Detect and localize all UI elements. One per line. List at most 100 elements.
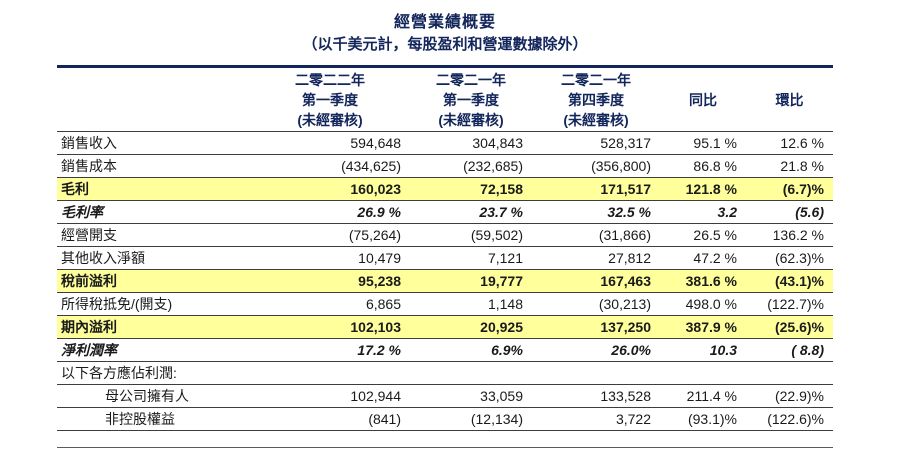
cell-value <box>250 361 410 385</box>
cell-value <box>660 361 746 385</box>
table-row: 期內溢利 102,103 20,925 137,250 387.9 % (25.6)% <box>57 315 833 339</box>
row-label: 經營開支 <box>57 223 250 247</box>
cell-value: 171,517 <box>532 177 660 201</box>
row-label: 銷售成本 <box>57 154 250 178</box>
cell-value: (62.3)% <box>746 246 833 270</box>
cell-value: 6,865 <box>250 292 410 316</box>
cell-value: 102,103 <box>250 315 410 339</box>
row-label: 銷售收入 <box>57 131 250 155</box>
cell-value: (122.7)% <box>746 292 833 316</box>
cell-value: 86.8 % <box>660 154 746 178</box>
header-line: 二零二一年 <box>561 72 631 88</box>
cell-value: (22.9)% <box>746 384 833 408</box>
cell-value <box>746 361 833 385</box>
header-line: 第一季度 <box>302 92 358 108</box>
cell-value: 17.2 % <box>250 338 410 362</box>
table-row: 以下各方應佔利潤: <box>57 361 833 385</box>
table-header-row: 二零二二年 第一季度 (未經審核) 二零二一年 第一季度 (未經審核) 二零二一… <box>57 66 833 132</box>
table-row: 銷售收入 594,648 304,843 528,317 95.1 % 12.6 % <box>57 131 833 155</box>
cell-value: 95,238 <box>250 269 410 293</box>
bottom-rule <box>57 447 833 448</box>
cell-value: 528,317 <box>532 131 660 155</box>
table-row: 母公司擁有人 102,944 33,059 133,528 211.4 % (22.9)% <box>57 384 833 408</box>
cell-value: 47.2 % <box>660 246 746 270</box>
table-body: 銷售收入 594,648 304,843 528,317 95.1 % 12.6 % 銷售成… <box>57 131 833 431</box>
cell-value: 10.3 <box>660 338 746 362</box>
financial-summary-table: 二零二二年 第一季度 (未經審核) 二零二一年 第一季度 (未經審核) 二零二一… <box>57 65 833 431</box>
cell-value: 498.0 % <box>660 292 746 316</box>
cell-value: (93.1)% <box>660 407 746 431</box>
cell-value: 121.8 % <box>660 177 746 201</box>
report-header: 經營業績概要 （以千美元計，每股盈利和營運數據除外） <box>57 0 833 56</box>
table-row: 淨利潤率 17.2 % 6.9% 26.0% 10.3( 8.8) <box>57 338 833 362</box>
table-row: 非控股權益 (841) (12,134) 3,722 (93.1)% (122.6)% <box>57 407 833 431</box>
cell-value: 95.1 % <box>660 131 746 155</box>
cell-value: (30,213) <box>532 292 660 316</box>
cell-value: 387.9 % <box>660 315 746 339</box>
cell-value: 6.9% <box>410 338 532 362</box>
cell-value: 137,250 <box>532 315 660 339</box>
cell-value: 167,463 <box>532 269 660 293</box>
table-row: 銷售成本 (434,625) (232,685) (356,800) 86.8 % 21.… <box>57 154 833 178</box>
cell-value: (75,264) <box>250 223 410 247</box>
header-line: 環比 <box>775 92 804 108</box>
cell-value: (356,800) <box>532 154 660 178</box>
row-label: 毛利 <box>57 177 250 201</box>
cell-value: 133,528 <box>532 384 660 408</box>
header-col-2021-q1: 二零二一年 第一季度 (未經審核) <box>410 66 532 132</box>
cell-value: 26.9 % <box>250 200 410 224</box>
table-row: 毛利率 26.9 % 23.7 % 32.5 % 3.2 (5.6) <box>57 200 833 224</box>
cell-value: (25.6)% <box>746 315 833 339</box>
cell-value: 160,023 <box>250 177 410 201</box>
table-row: 所得稅抵免/(開支) 6,865 1,148 (30,213) 498.0 % (122.… <box>57 292 833 316</box>
cell-value: 102,944 <box>250 384 410 408</box>
header-line: 第一季度 <box>443 92 499 108</box>
cell-value: 32.5 % <box>532 200 660 224</box>
cell-value <box>410 361 532 385</box>
cell-value: (31,866) <box>532 223 660 247</box>
row-label: 所得稅抵免/(開支) <box>57 292 250 316</box>
cell-value: 19,777 <box>410 269 532 293</box>
header-line: 二零二二年 <box>295 72 365 88</box>
header-line: 二零二一年 <box>436 72 506 88</box>
row-label: 母公司擁有人 <box>57 384 250 408</box>
row-label: 淨利潤率 <box>57 338 250 362</box>
cell-value: (43.1)% <box>746 269 833 293</box>
cell-value: ( 8.8) <box>746 338 833 362</box>
header-line: (未經審核) <box>563 112 629 128</box>
cell-value: (6.7)% <box>746 177 833 201</box>
header-col-2022-q1: 二零二二年 第一季度 (未經審核) <box>250 66 410 132</box>
cell-value: 381.6 % <box>660 269 746 293</box>
cell-value: 136.2 % <box>746 223 833 247</box>
cell-value: 27,812 <box>532 246 660 270</box>
cell-value: 10,479 <box>250 246 410 270</box>
header-line: 第四季度 <box>568 92 624 108</box>
cell-value: 21.8 % <box>746 154 833 178</box>
report-title: 經營業績概要 <box>393 14 496 31</box>
cell-value: 3.2 <box>660 200 746 224</box>
row-label: 其他收入淨額 <box>57 246 250 270</box>
header-col-2021-q4: 二零二一年 第四季度 (未經審核) <box>532 66 660 132</box>
header-col-qoq: 環比 <box>746 66 833 132</box>
cell-value: (59,502) <box>410 223 532 247</box>
cell-value: 304,843 <box>410 131 532 155</box>
report-subtitle: （以千美元計，每股盈利和營運數據除外） <box>302 36 588 53</box>
cell-value: (434,625) <box>250 154 410 178</box>
cell-value: 26.0% <box>532 338 660 362</box>
cell-value: (232,685) <box>410 154 532 178</box>
cell-value: (5.6) <box>746 200 833 224</box>
row-label: 非控股權益 <box>57 407 250 431</box>
row-label: 稅前溢利 <box>57 269 250 293</box>
cell-value: 594,648 <box>250 131 410 155</box>
cell-value: 33,059 <box>410 384 532 408</box>
cell-value: 7,121 <box>410 246 532 270</box>
cell-value: 3,722 <box>532 407 660 431</box>
cell-value: 1,148 <box>410 292 532 316</box>
header-spacer <box>57 66 250 132</box>
cell-value: 211.4 % <box>660 384 746 408</box>
cell-value: 26.5 % <box>660 223 746 247</box>
header-col-yoy: 同比 <box>660 66 746 132</box>
table-row: 毛利 160,023 72,158 171,517 121.8 % (6.7)% <box>57 177 833 201</box>
cell-value: 20,925 <box>410 315 532 339</box>
